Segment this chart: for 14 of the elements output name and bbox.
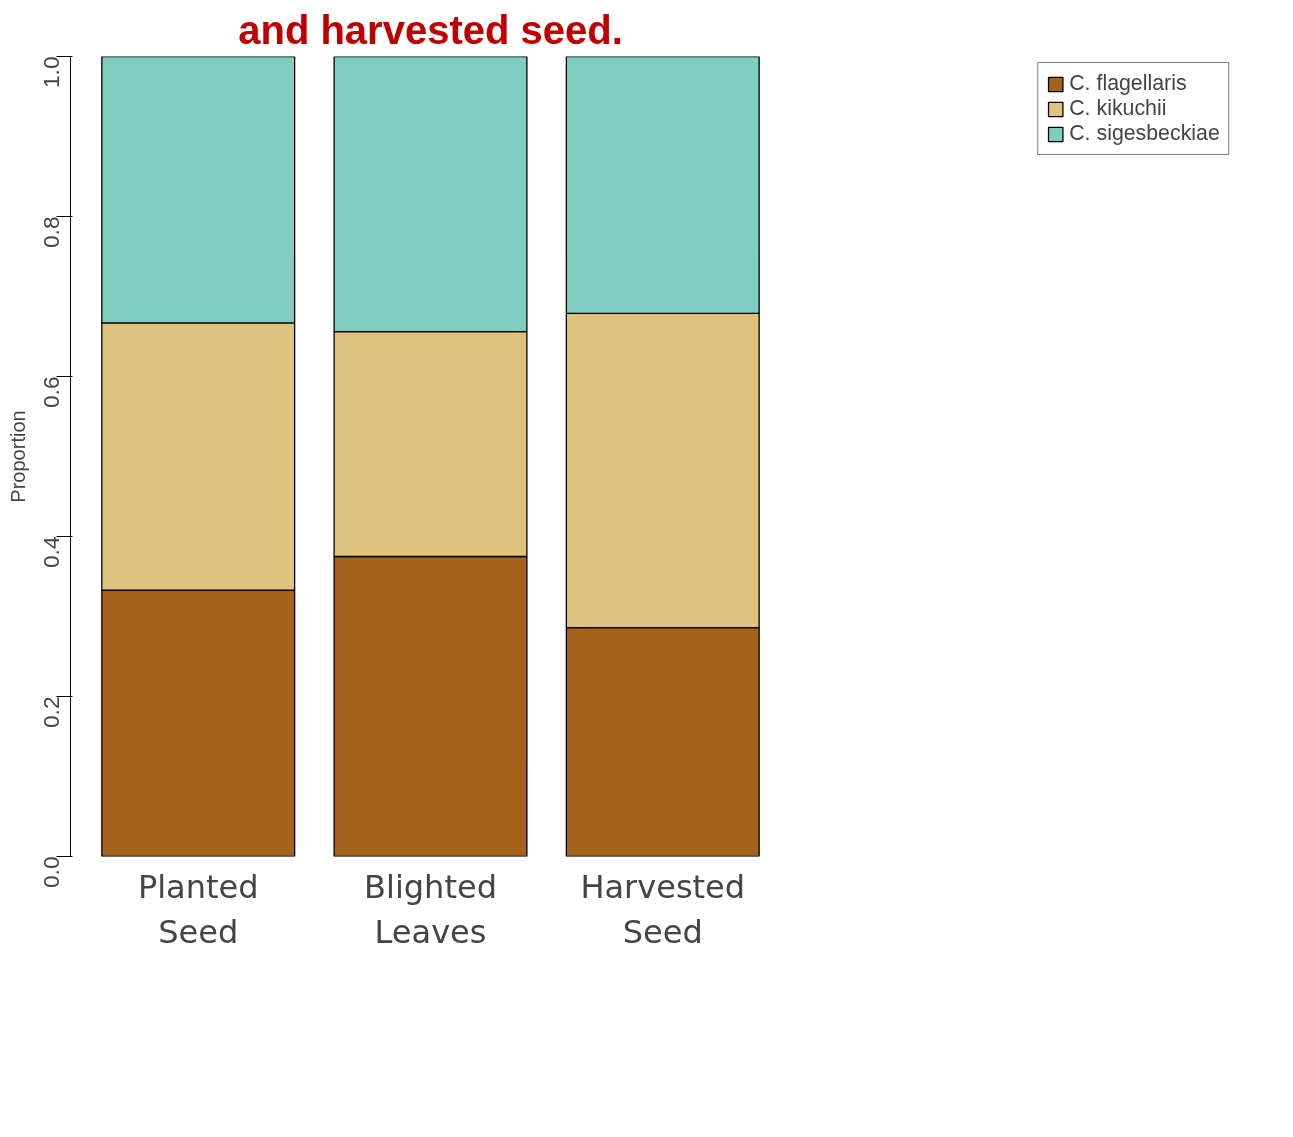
y-tick-label: 1.0 xyxy=(38,56,64,88)
chart-title: and harvested seed. xyxy=(238,7,623,52)
legend-label: C. flagellaris xyxy=(1069,71,1187,96)
x-tick-label: Planted Seed xyxy=(137,867,259,952)
y-tick-label: 0.8 xyxy=(38,216,64,248)
legend-label: C. kikuchii xyxy=(1069,96,1167,121)
y-tick-label: 0.2 xyxy=(38,696,64,728)
y-tick-label: 0.4 xyxy=(38,536,64,568)
y-axis-title: Proportion xyxy=(6,410,29,503)
y-tick-label: 0.0 xyxy=(38,856,64,888)
legend-label: C. sigesbeckiae xyxy=(1069,121,1220,146)
x-tick-label: Blighted Leaves xyxy=(364,867,497,952)
y-tick-label: 0.6 xyxy=(38,376,64,408)
x-tick-label: Harvested Seed xyxy=(580,867,746,952)
